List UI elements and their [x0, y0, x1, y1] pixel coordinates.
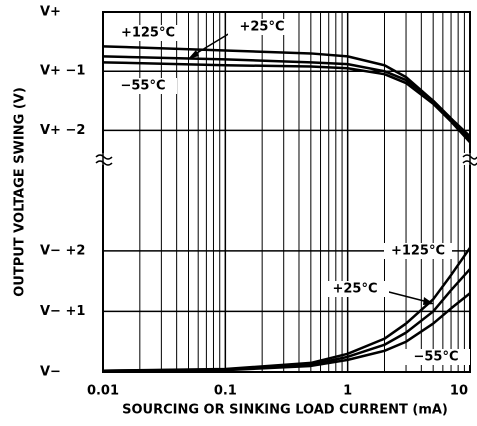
label-background	[114, 25, 182, 41]
series-label: −55°C	[413, 350, 458, 365]
y-tick-label: V+ −2	[40, 123, 85, 138]
x-tick-label: 0.1	[214, 384, 237, 399]
series-label: −55°C	[120, 79, 165, 94]
line-series	[102, 61, 471, 144]
y-tick-label: V−	[40, 365, 61, 380]
x-axis-label: SOURCING OR SINKING LOAD CURRENT (mA)	[122, 403, 448, 418]
series-label: +25°C	[239, 20, 284, 35]
x-tick-label: 0.01	[87, 384, 119, 399]
y-tick-label: V− +1	[40, 304, 85, 319]
label-background	[228, 19, 296, 35]
series-label: +25°C	[332, 282, 377, 297]
series-label: +125°C	[121, 26, 175, 41]
x-tick-label: 10	[450, 384, 468, 399]
line-series	[102, 292, 471, 373]
axis-break	[95, 153, 477, 166]
series-label: +125°C	[391, 244, 445, 259]
line-series	[102, 55, 471, 141]
label-background	[321, 281, 389, 297]
y-tick-label: V+	[40, 5, 61, 20]
y-tick-label: V− +2	[40, 243, 85, 258]
x-tick-label: 1	[343, 384, 352, 399]
label-background	[402, 349, 470, 365]
label-background	[109, 78, 177, 94]
arrows	[188, 29, 434, 305]
y-axis-label: OUTPUT VOLTAGE SWING (V)	[13, 87, 28, 297]
y-tick-label: V+ −1	[40, 64, 85, 79]
label-background	[384, 243, 452, 259]
